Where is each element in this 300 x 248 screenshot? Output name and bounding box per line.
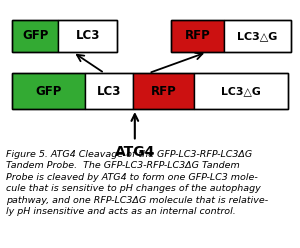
Bar — [171, 20, 224, 52]
Bar — [194, 73, 288, 109]
Bar — [171, 20, 291, 52]
Text: LC3△G: LC3△G — [237, 31, 278, 41]
Text: GFP: GFP — [35, 85, 62, 98]
Text: RFP: RFP — [151, 85, 177, 98]
Bar — [12, 20, 58, 52]
Text: RFP: RFP — [184, 30, 210, 42]
Text: GFP: GFP — [22, 30, 48, 42]
Text: LC3: LC3 — [97, 85, 122, 98]
Text: Figure 5. ATG4 Cleavage of the GFP-LC3-RFP-LC3ΔG
Tandem Probe.  The GFP-LC3-RFP-: Figure 5. ATG4 Cleavage of the GFP-LC3-R… — [6, 150, 268, 216]
Bar — [12, 20, 117, 52]
Text: LC3△G: LC3△G — [221, 86, 261, 96]
Bar — [58, 20, 117, 52]
Text: ATG4: ATG4 — [115, 145, 155, 159]
Bar — [224, 20, 291, 52]
Text: LC3: LC3 — [75, 30, 100, 42]
Bar — [12, 73, 288, 109]
Bar — [85, 73, 134, 109]
Bar — [12, 73, 85, 109]
Bar — [134, 73, 194, 109]
